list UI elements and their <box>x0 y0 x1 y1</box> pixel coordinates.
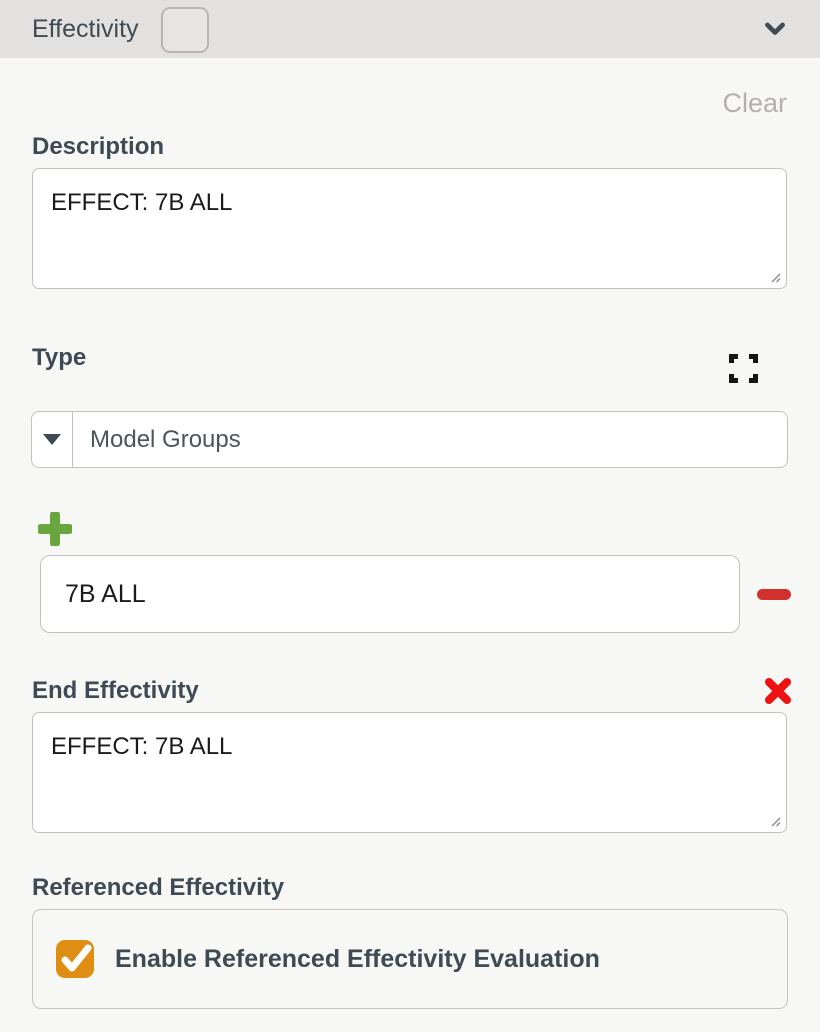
end-effectivity-row: End Effectivity <box>32 677 791 705</box>
end-effectivity-textarea-wrap: EFFECT: 7B ALL <box>32 712 787 833</box>
panel-title: Effectivity <box>32 14 139 43</box>
type-dropdown-value[interactable]: Model Groups <box>90 425 241 453</box>
description-textarea[interactable]: EFFECT: 7B ALL <box>32 168 787 289</box>
clear-button[interactable]: Clear <box>722 88 787 118</box>
type-dropdown: Model Groups <box>31 411 788 468</box>
add-row <box>32 512 787 546</box>
remove-value-button[interactable] <box>757 588 791 600</box>
dropdown-arrow-icon <box>43 434 61 445</box>
header-checkbox[interactable] <box>160 7 209 53</box>
referenced-effectivity-checkbox[interactable] <box>56 940 94 978</box>
referenced-effectivity-label: Referenced Effectivity <box>32 874 285 901</box>
expand-icon[interactable] <box>729 354 758 383</box>
type-row: Type <box>32 344 787 383</box>
end-effectivity-textarea[interactable]: EFFECT: 7B ALL <box>32 712 787 833</box>
checkmark-icon <box>61 944 92 972</box>
referenced-effectivity-checkbox-label: Enable Referenced Effectivity Evaluation <box>115 944 600 973</box>
panel-header: Effectivity <box>0 0 820 58</box>
chevron-down-icon <box>765 22 785 35</box>
collapse-button[interactable] <box>760 14 790 44</box>
clear-row: Clear <box>32 88 787 119</box>
effectivity-value-row <box>32 555 791 633</box>
effectivity-value-input[interactable] <box>40 555 740 633</box>
description-label: Description <box>32 133 165 160</box>
panel-body: Clear Description EFFECT: 7B ALL Type Mo… <box>0 58 820 1032</box>
referenced-effectivity-box: Enable Referenced Effectivity Evaluation <box>32 909 788 1009</box>
clear-end-effectivity-button[interactable] <box>764 677 792 705</box>
add-value-button[interactable] <box>38 512 72 546</box>
type-dropdown-toggle[interactable] <box>32 412 73 467</box>
type-label: Type <box>32 344 87 371</box>
description-textarea-wrap: EFFECT: 7B ALL <box>32 168 787 289</box>
end-effectivity-label: End Effectivity <box>32 677 199 704</box>
